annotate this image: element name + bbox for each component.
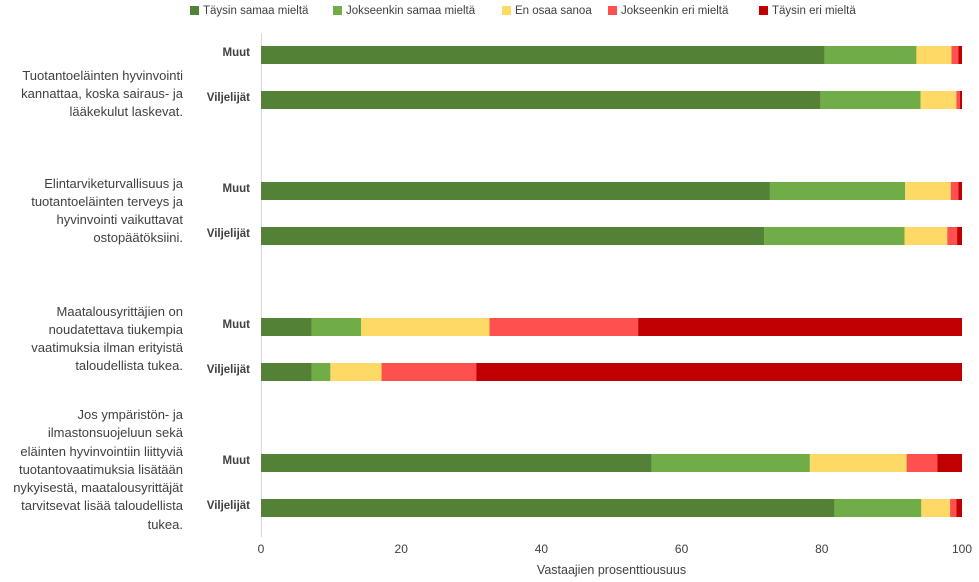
- bar-segment: [906, 454, 938, 472]
- bar-segment: [905, 182, 951, 200]
- bar-segment: [261, 318, 312, 336]
- bar-segment: [834, 499, 922, 517]
- bar-segment: [921, 499, 951, 517]
- bar-segment: [958, 182, 962, 200]
- bar-segment: [261, 46, 825, 64]
- bar-segment: [809, 454, 907, 472]
- bar-segment: [261, 182, 770, 200]
- group-label: Muut: [222, 319, 250, 331]
- question-label: Maatalousyrittäjien on noudatettava tiuk…: [31, 303, 183, 374]
- bar-segment: [261, 454, 652, 472]
- bar-segment: [638, 318, 962, 336]
- bar-segment: [957, 227, 962, 245]
- bar-segment: [261, 91, 821, 109]
- x-tick-label: 100: [952, 542, 972, 556]
- legend-item: Jokseenkin samaa mieltä: [333, 5, 475, 17]
- bar-segment: [956, 91, 960, 109]
- bar-segment: [489, 318, 639, 336]
- legend-label: Jokseenkin eri mieltä: [621, 5, 729, 17]
- bar-segment: [950, 182, 959, 200]
- legend-swatch: [608, 6, 617, 15]
- bar-segment: [920, 91, 957, 109]
- bar-segment: [261, 227, 765, 245]
- bar-segment: [381, 363, 477, 381]
- bar-segment: [950, 499, 957, 517]
- group-label: Muut: [222, 183, 250, 195]
- bar-segment: [958, 46, 962, 64]
- legend-swatch: [333, 6, 342, 15]
- bar-segment: [311, 318, 362, 336]
- legend-swatch: [759, 6, 768, 15]
- x-tick-label: 80: [815, 542, 829, 556]
- legend-label: Täysin eri mieltä: [772, 5, 856, 17]
- bar-segment: [916, 46, 952, 64]
- bar-segment: [651, 454, 810, 472]
- bar-segment: [947, 227, 958, 245]
- legend-label: En osaa sanoa: [515, 5, 592, 17]
- bar-segment: [951, 46, 959, 64]
- group-label: Viljelijät: [206, 228, 250, 240]
- legend-item: Täysin samaa mieltä: [190, 5, 308, 17]
- question-label: Jos ympäristön- ja ilmastonsuojeluun sek…: [13, 407, 183, 532]
- legend-item: Jokseenkin eri mieltä: [608, 5, 728, 17]
- legend-item: Täysin eri mieltä: [759, 5, 856, 17]
- bar-segment: [261, 499, 835, 517]
- group-label: Muut: [222, 47, 250, 59]
- bar-segment: [361, 318, 490, 336]
- x-tick-label: 20: [395, 542, 409, 556]
- bar-segment: [824, 46, 917, 64]
- bar-segment: [330, 363, 382, 381]
- question-label: Elintarviketurvallisuus ja tuotantoeläin…: [31, 175, 183, 246]
- bar-segment: [937, 454, 962, 472]
- bar-segment: [769, 182, 906, 200]
- legend-label: Jokseenkin samaa mieltä: [346, 5, 476, 17]
- bar-segment: [311, 363, 331, 381]
- legend-item: En osaa sanoa: [502, 5, 592, 17]
- legend-label: Täysin samaa mieltä: [203, 5, 309, 17]
- group-label: Viljelijät: [206, 364, 250, 376]
- question-label: Tuotantoeläinten hyvinvointi kannattaa, …: [21, 67, 183, 120]
- bar-segment: [956, 499, 962, 517]
- group-label: Viljelijät: [206, 92, 250, 104]
- chart-legend: Täysin samaa mieltä Jokseenkin samaa miel…: [0, 5, 979, 21]
- x-axis-title: Vastaajien prosenttiousuus: [536, 563, 687, 577]
- legend-swatch: [190, 6, 199, 15]
- bar-segment: [476, 363, 962, 381]
- legend-swatch: [502, 6, 511, 15]
- bar-segment: [959, 91, 962, 109]
- x-tick-label: 0: [258, 542, 265, 556]
- x-tick-label: 60: [675, 542, 689, 556]
- bar-segment: [820, 91, 921, 109]
- bar-segment: [261, 363, 312, 381]
- group-label: Viljelijät: [206, 500, 250, 512]
- group-label: Muut: [222, 455, 250, 467]
- bar-segment: [764, 227, 905, 245]
- bar-segment: [904, 227, 948, 245]
- x-tick-label: 40: [535, 542, 549, 556]
